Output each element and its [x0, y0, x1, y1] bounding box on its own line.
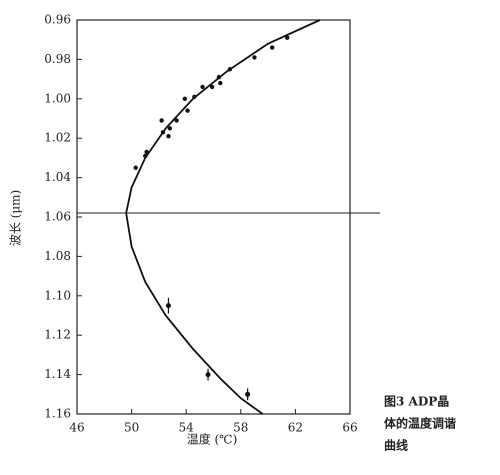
data-point [144, 149, 149, 155]
y-tick-label: 0.98 [44, 52, 71, 66]
y-tick-label: 1.14 [44, 367, 71, 381]
y-axis-label: 波长 (μm) [9, 190, 23, 246]
data-point [159, 118, 164, 123]
data-point [185, 108, 190, 113]
x-tick-label: 46 [69, 421, 84, 435]
x-tick-label: 62 [288, 421, 303, 435]
fit-curve [125, 19, 321, 415]
error-point [165, 303, 171, 309]
data-point [285, 35, 290, 40]
data-point [160, 130, 166, 135]
plot-frame [76, 19, 351, 415]
data-point [216, 74, 222, 80]
caption-line: 体的温度调谐 [384, 416, 456, 431]
y-tick-label: 1.12 [44, 328, 71, 342]
y-tick-label: 1.06 [44, 210, 71, 224]
data-point [182, 96, 188, 102]
x-tick-label: 54 [179, 421, 195, 435]
data-point [269, 45, 275, 50]
x-tick-label: 50 [124, 421, 139, 435]
data-point [143, 153, 148, 159]
y-tick-label: 1.10 [44, 288, 71, 302]
data-point [209, 84, 215, 90]
data-point [166, 134, 171, 139]
data-point [218, 80, 223, 86]
data-point [167, 126, 173, 131]
caption-line: 曲线 [384, 438, 408, 453]
data-point [252, 55, 257, 60]
x-axis-label: 温度 (℃) [187, 432, 238, 447]
caption-line: 图3 ADP晶 [384, 394, 449, 409]
y-tick-label: 0.96 [44, 13, 71, 27]
y-tick-label: 1.16 [44, 407, 71, 421]
y-tick-label: 1.00 [44, 91, 71, 105]
error-point [205, 372, 211, 378]
data-point [174, 118, 179, 123]
x-tick-label: 58 [233, 421, 248, 435]
data-point [133, 165, 138, 170]
x-tick-label: 66 [342, 421, 357, 435]
data-point [227, 67, 233, 72]
y-tick-label: 1.02 [44, 131, 71, 145]
data-point [200, 84, 205, 90]
y-tick-label: 1.08 [44, 249, 71, 263]
y-tick-label: 1.04 [44, 170, 71, 184]
data-point [192, 94, 197, 100]
error-point [245, 391, 251, 397]
